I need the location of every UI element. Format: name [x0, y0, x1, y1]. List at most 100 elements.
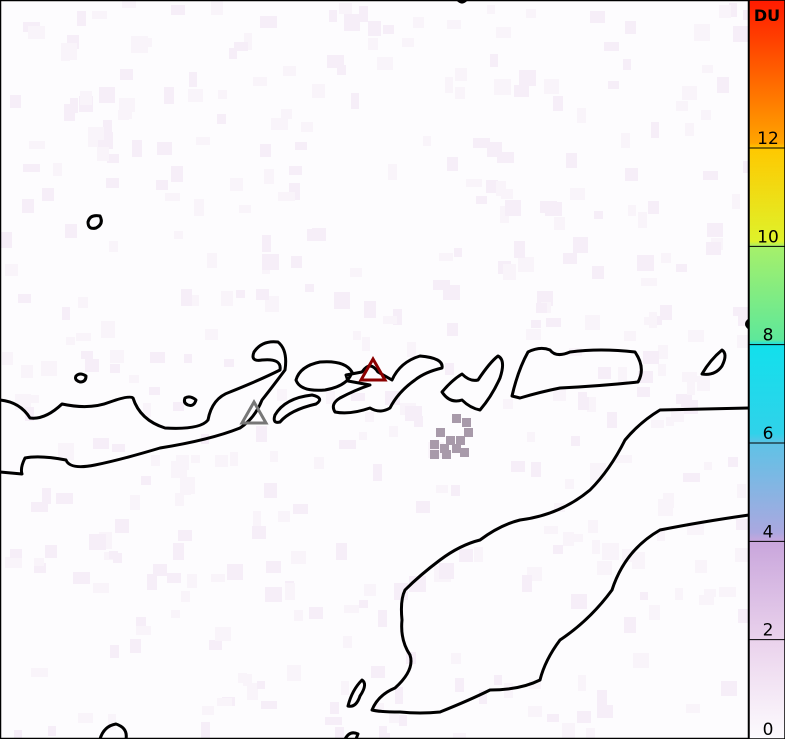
background-pixel: [686, 704, 700, 713]
background-pixel: [455, 68, 467, 81]
background-pixel: [528, 706, 542, 717]
background-pixel: [61, 43, 77, 60]
background-pixel: [531, 320, 541, 328]
volcano-marker: [239, 398, 269, 425]
coastline-south-island: [98, 722, 128, 739]
background-pixel: [153, 564, 167, 576]
background-pixel: [215, 455, 228, 467]
background-pixel: [504, 683, 513, 698]
background-pixel: [544, 79, 559, 94]
background-pixel: [719, 587, 736, 597]
background-pixel: [70, 98, 78, 113]
background-pixel: [447, 323, 458, 336]
background-pixel: [289, 166, 302, 175]
background-pixel: [136, 617, 146, 632]
background-pixel: [218, 90, 227, 99]
background-pixel: [77, 11, 86, 26]
background-pixel: [283, 66, 296, 76]
background-pixel: [496, 181, 506, 196]
background-pixel: [205, 329, 218, 340]
background-pixel: [171, 166, 183, 182]
background-pixel: [217, 114, 226, 124]
background-pixel: [436, 485, 448, 493]
background-pixel: [682, 86, 697, 100]
plume-pixel: [464, 428, 473, 437]
background-pixel: [364, 584, 376, 596]
background-pixel: [503, 399, 513, 409]
background-pixel: [405, 406, 422, 421]
background-pixel: [221, 291, 233, 306]
background-pixel: [164, 87, 174, 104]
background-pixel: [278, 192, 295, 201]
background-pixel: [585, 315, 600, 330]
plume-pixel: [452, 414, 461, 423]
background-pixel: [184, 354, 192, 363]
background-pixel: [373, 464, 382, 481]
background-pixel: [89, 534, 106, 550]
plume-pixel: [456, 436, 465, 445]
background-pixel: [34, 563, 46, 573]
background-pixel: [661, 253, 671, 263]
colorbar-tick-label: 4: [763, 522, 774, 542]
plume-pixel: [436, 428, 445, 437]
background-pixel: [395, 687, 403, 704]
background-pixel: [736, 519, 750, 530]
background-pixel: [625, 21, 636, 34]
background-pixel: [378, 610, 387, 627]
background-pixel: [118, 110, 129, 120]
background-pixel: [389, 714, 399, 723]
coastline-island-d: [331, 354, 444, 415]
background-pixel: [22, 199, 34, 213]
background-pixel: [334, 292, 350, 309]
background-pixel: [31, 668, 48, 677]
background-pixel: [588, 520, 598, 533]
background-pixel: [640, 592, 648, 600]
background-pixel: [309, 607, 323, 619]
background-pixel: [687, 380, 695, 395]
background-pixel: [287, 665, 301, 681]
background-pixel: [191, 455, 200, 463]
background-pixel: [180, 478, 191, 495]
background-pixel: [344, 605, 359, 613]
background-pixel: [247, 683, 258, 700]
background-pixel: [265, 587, 282, 602]
background-pixel: [252, 526, 266, 539]
background-pixel: [455, 678, 464, 692]
background-pixel: [738, 609, 750, 623]
background-pixel: [455, 87, 465, 99]
background-pixel: [454, 248, 462, 257]
background-pixel: [187, 574, 197, 588]
background-pixel: [194, 199, 204, 216]
background-pixel: [171, 610, 180, 618]
coastline-island-f: [510, 346, 643, 400]
background-pixel: [553, 96, 563, 111]
colorbar-tick-label: 0: [763, 720, 774, 739]
background-pixel: [565, 479, 574, 489]
background-pixel: [494, 675, 502, 685]
background-pixel: [217, 698, 232, 706]
background-pixel: [264, 483, 277, 498]
background-pixel: [5, 557, 22, 568]
background-pixel: [264, 169, 274, 184]
background-pixel: [78, 713, 93, 723]
background-pixel: [42, 488, 51, 504]
background-pixel: [31, 502, 48, 512]
colorbar-gradient: [748, 0, 785, 739]
background-pixel: [88, 139, 99, 147]
background-pixel: [676, 394, 692, 404]
background-pixel: [371, 666, 385, 678]
background-pixel: [115, 519, 129, 533]
background-pixel: [409, 576, 426, 592]
background-pixel: [314, 457, 324, 469]
background-pixel: [594, 211, 603, 219]
background-pixel: [598, 367, 611, 379]
background-pixel: [277, 389, 287, 401]
background-pixel: [443, 285, 460, 300]
background-pixel: [597, 690, 607, 706]
background-pixel: [88, 127, 104, 140]
background-pixel: [53, 163, 62, 176]
background-pixel: [76, 333, 91, 341]
background-pixel: [239, 205, 251, 213]
background-pixel: [706, 242, 721, 255]
